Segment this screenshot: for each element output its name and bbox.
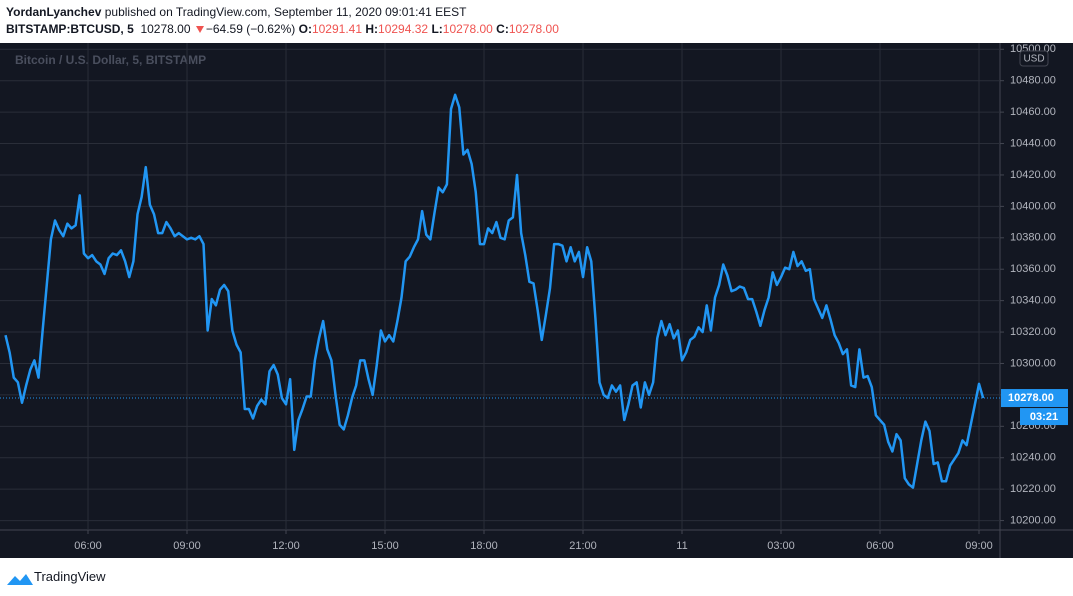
x-tick-label: 15:00 [371,540,399,552]
ohlc-key: L: [431,22,443,36]
ohlc: O:10291.41 H:10294.32 L:10278.00 C:10278… [299,22,559,36]
x-tick-label: 09:00 [965,540,993,552]
y-tick-label: 10240.00 [1010,452,1056,464]
y-tick-label: 10460.00 [1010,106,1056,118]
price-line [4,93,985,489]
x-tick-label: 09:00 [173,540,201,552]
y-tick-label: 10480.00 [1010,75,1056,87]
down-arrow [195,26,204,33]
countdown: 03:21 [1030,411,1058,423]
ohlc-key: O: [298,22,312,36]
x-tick-label: 21:00 [569,540,597,552]
ohlc-value: 10278.00 [508,22,559,36]
last-price-box [1001,389,1068,408]
ohlc-value: 10278.00 [442,22,493,36]
ohlc-key: H: [365,22,379,36]
x-tick-label: 11 [676,540,687,552]
published: published on TradingView.com, September … [104,5,467,19]
watermark: Bitcoin / U.S. Dollar, 5, BITSTAMP [15,53,206,67]
y-tick-label: 10380.00 [1010,232,1056,244]
quote-line: BITSTAMP:BTCUSD, 5 10278.00 −64.59 (−0.6… [6,22,559,36]
publish-line: YordanLyanchev published on TradingView.… [6,5,467,19]
change: −64.59 (−0.62%) [205,22,296,36]
y-tick-label: 10200.00 [1010,514,1056,526]
y-tick-label: 10420.00 [1010,169,1056,181]
currency-box [1019,50,1049,67]
y-tick-label: 10440.00 [1010,137,1056,149]
ohlc-value: 10294.32 [378,22,429,36]
currency: USD [1023,54,1044,65]
brand: TradingView [34,569,106,584]
countdown-box [1020,408,1068,426]
ohlc-key: C: [496,22,509,36]
x-tick-label: 06:00 [866,540,894,552]
x-tick-label: 12:00 [272,540,300,552]
y-tick-label: 10340.00 [1010,295,1056,307]
last: 10278.00 [140,22,191,36]
logo [7,574,33,585]
last-price-label: 10278.00 [1008,392,1054,404]
x-tick-label: 18:00 [470,540,498,552]
x-tick-label: 03:00 [767,540,795,552]
y-tick-label: 10300.00 [1010,357,1056,369]
y-tick-label: 10320.00 [1010,326,1056,338]
x-tick-label: 06:00 [74,540,102,552]
y-tick-label: 10220.00 [1010,483,1056,495]
y-tick-label: 10360.00 [1010,263,1056,275]
grid [0,43,1000,530]
author: YordanLyanchev [6,5,102,19]
y-tick-label: 10400.00 [1010,200,1056,212]
symbol: BITSTAMP:BTCUSD, 5 [6,22,134,36]
ohlc-value: 10291.41 [311,22,363,36]
